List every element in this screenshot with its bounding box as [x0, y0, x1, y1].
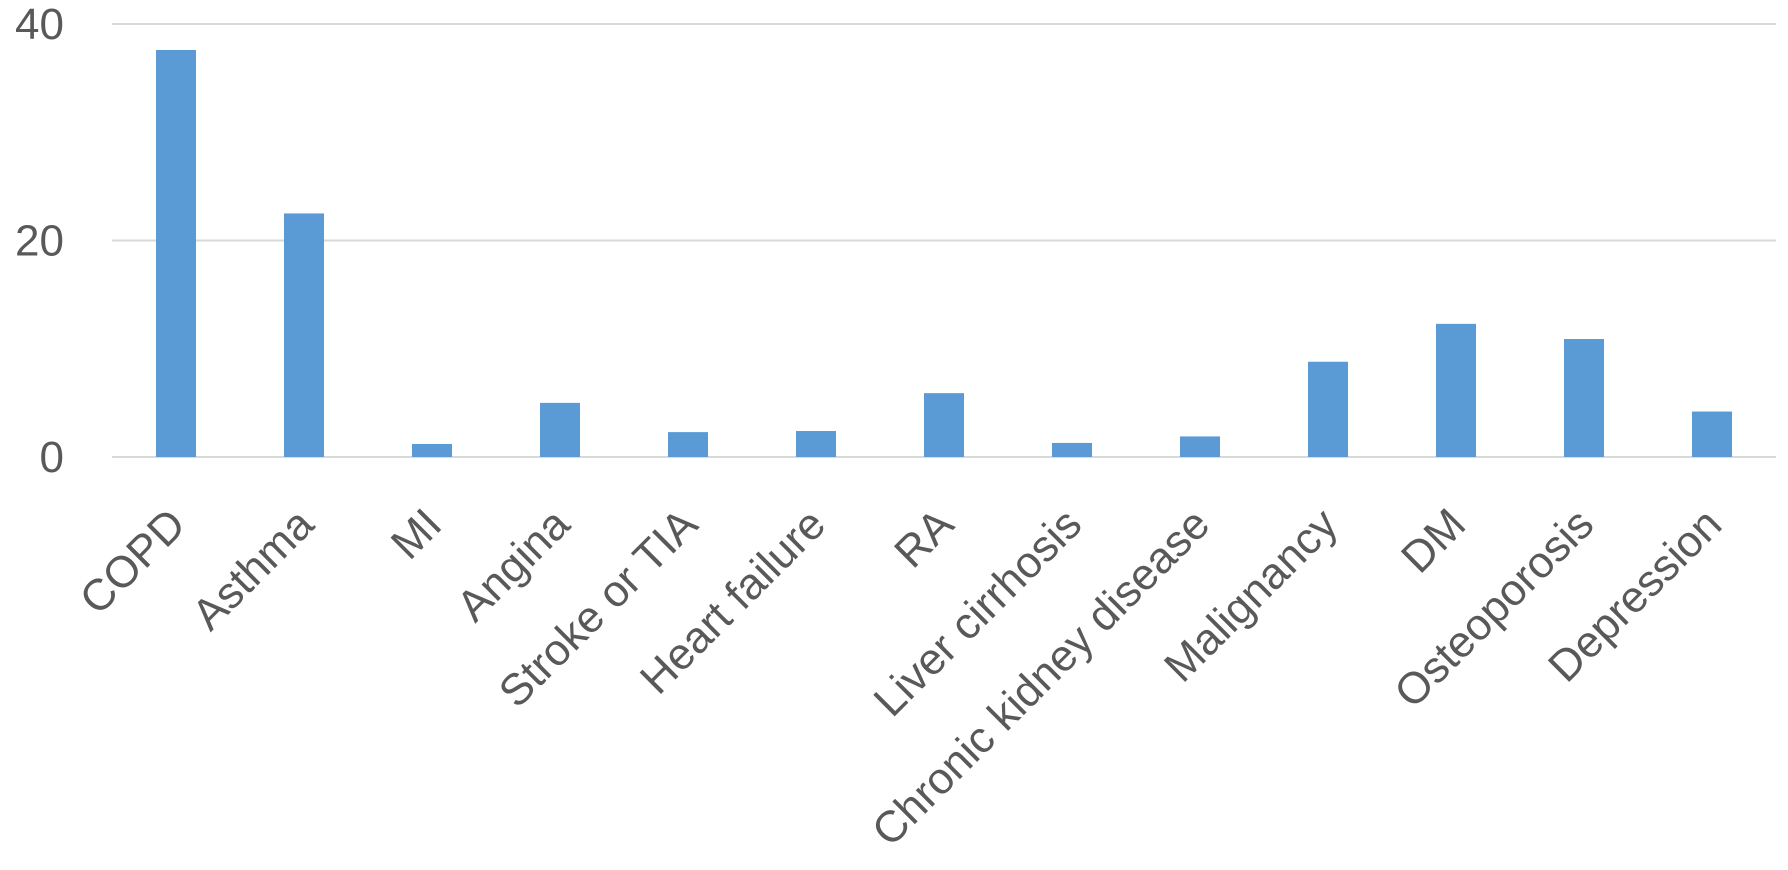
bar [284, 213, 324, 457]
x-tick-label: MI [382, 499, 451, 568]
bars [156, 49, 1732, 457]
bar [1436, 323, 1476, 457]
x-tick-label: RA [885, 499, 963, 577]
bar [1308, 361, 1348, 457]
bar [412, 444, 452, 457]
bar [924, 393, 964, 457]
bar [540, 402, 580, 457]
gridlines [112, 23, 1776, 458]
x-tick-label: COPD [71, 499, 196, 624]
bar [1692, 411, 1732, 457]
y-tick-label: 40 [15, 0, 64, 49]
bar [156, 49, 196, 457]
y-axis-tick-labels: 0 20 40 [15, 0, 64, 482]
y-tick-label: 0 [40, 433, 64, 482]
bar [1052, 442, 1092, 457]
x-tick-label: Asthma [183, 499, 323, 639]
bar [668, 432, 708, 457]
y-tick-label: 20 [15, 217, 64, 266]
bar [1564, 339, 1604, 457]
bar [1180, 436, 1220, 457]
bar [796, 431, 836, 457]
x-tick-label: DM [1392, 499, 1475, 582]
